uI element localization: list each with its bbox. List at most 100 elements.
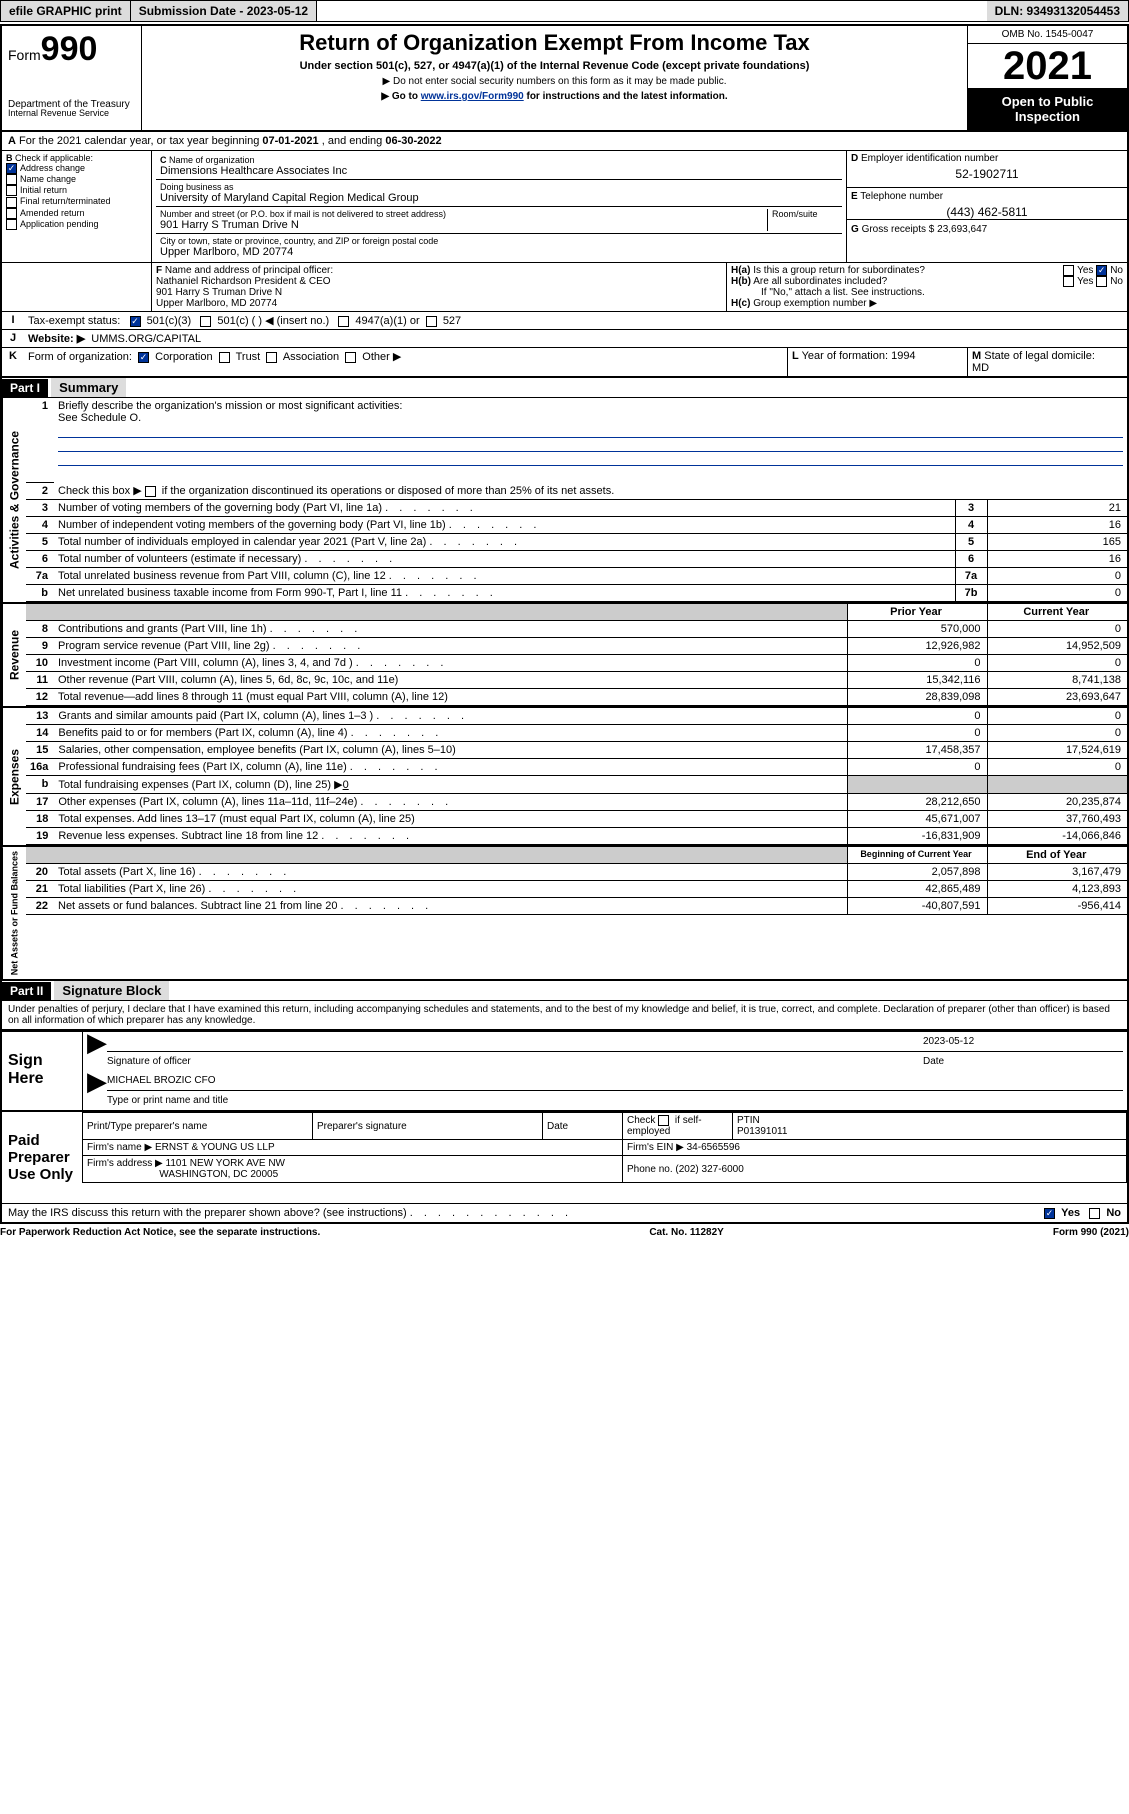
l16a-prior: 0 [847, 759, 987, 776]
irs-link[interactable]: www.irs.gov/Form990 [421, 91, 524, 102]
part-1-title: Summary [51, 378, 126, 397]
sign-here-label: Sign Here [2, 1032, 82, 1110]
l11-prior: 15,342,116 [847, 672, 987, 689]
phone-label: Telephone number [860, 191, 943, 202]
l10-curr: 0 [987, 655, 1127, 672]
dots: . . . . . . . [341, 900, 433, 912]
ptin-label: PTIN [737, 1115, 760, 1126]
state-domicile-label: State of legal domicile: [984, 350, 1095, 362]
l15-prior: 17,458,357 [847, 742, 987, 759]
part-2-header: Part II Signature Block [2, 981, 1127, 1001]
l7a-value: 0 [987, 568, 1127, 585]
dots: . . . . . . . [389, 570, 481, 582]
tax-exempt-label: Tax-exempt status: [28, 315, 120, 327]
l15-text: Salaries, other compensation, employee b… [58, 744, 455, 756]
chk-discuss-yes[interactable] [1044, 1208, 1055, 1219]
chk-amended[interactable] [6, 208, 17, 219]
l16a-text: Professional fundraising fees (Part IX, … [58, 761, 346, 773]
l16a-curr: 0 [987, 759, 1127, 776]
goto-suffix: for instructions and the latest informat… [524, 91, 728, 102]
open-public-inspection: Open to Public Inspection [968, 88, 1127, 130]
chk-527[interactable] [426, 316, 437, 327]
goto-prefix: ▶ Go to [381, 91, 420, 102]
goto-note: ▶ Go to www.irs.gov/Form990 for instruct… [148, 91, 961, 102]
l21-eoy: 4,123,893 [987, 881, 1127, 898]
org-name: Dimensions Healthcare Associates Inc [160, 165, 347, 177]
l3-text: Number of voting members of the governin… [58, 502, 382, 514]
section-c-name-address: C Name of organization Dimensions Health… [152, 151, 847, 262]
firm-phone-label: Phone no. [627, 1164, 673, 1175]
l9-text: Program service revenue (Part VIII, line… [58, 640, 270, 652]
l7a-text: Total unrelated business revenue from Pa… [58, 570, 386, 582]
chk-corp[interactable] [138, 352, 149, 363]
l2-prefix: Check this box ▶ [58, 485, 142, 497]
efile-topbar: efile GRAPHIC print Submission Date - 20… [0, 0, 1129, 22]
chk-assoc[interactable] [266, 352, 277, 363]
dba-name: University of Maryland Capital Region Me… [160, 192, 419, 204]
chk-application-pending[interactable] [6, 219, 17, 230]
l12-text: Total revenue—add lines 8 through 11 (mu… [58, 691, 448, 703]
paperwork-notice: For Paperwork Reduction Act Notice, see … [0, 1227, 320, 1238]
chk-hb-yes[interactable] [1063, 276, 1074, 287]
return-title: Return of Organization Exempt From Incom… [148, 30, 961, 56]
chk-discuss-no[interactable] [1089, 1208, 1100, 1219]
l14-curr: 0 [987, 725, 1127, 742]
a-text: For the 2021 calendar year, or tax year … [19, 135, 262, 147]
chk-final-return[interactable] [6, 197, 17, 208]
501c-label: 501(c) ( ) ◀ (insert no.) [217, 315, 329, 327]
4947-label: 4947(a)(1) or [355, 315, 419, 327]
chk-ha-yes[interactable] [1063, 265, 1074, 276]
ptin-value: P01391011 [737, 1126, 787, 1137]
l21-text: Total liabilities (Part X, line 26) [58, 883, 205, 895]
chk-ha-no[interactable] [1096, 265, 1107, 276]
gross-receipts-label: Gross receipts $ [862, 224, 935, 235]
chk-trust[interactable] [219, 352, 230, 363]
b-app-pending: Application pending [20, 219, 99, 229]
l3-value: 21 [987, 500, 1127, 517]
l4-text: Number of independent voting members of … [58, 519, 446, 531]
dots: . . . . . . . [376, 710, 468, 722]
l22-text: Net assets or fund balances. Subtract li… [58, 900, 337, 912]
preparer-sig-label: Preparer's signature [313, 1113, 543, 1140]
l17-curr: 20,235,874 [987, 794, 1127, 811]
dots: . . . . . . . [429, 536, 521, 548]
chk-hb-no[interactable] [1096, 276, 1107, 287]
addr-label: Number and street (or P.O. box if mail i… [160, 209, 446, 219]
l1-value: See Schedule O. [58, 412, 141, 424]
gross-receipts-value: 23,693,647 [937, 224, 987, 235]
a-end-date: 06-30-2022 [385, 135, 441, 147]
l10-text: Investment income (Part VIII, column (A)… [58, 657, 353, 669]
paid-preparer-label: Paid Preparer Use Only [2, 1112, 82, 1203]
room-suite-label: Room/suite [768, 209, 838, 231]
discuss-yes: Yes [1061, 1207, 1080, 1219]
corp-label: Corporation [155, 351, 212, 363]
trust-label: Trust [236, 351, 261, 363]
phone-value: (443) 462-5811 [851, 205, 1123, 219]
dln: DLN: 93493132054453 [987, 1, 1128, 21]
chk-501c[interactable] [200, 316, 211, 327]
chk-l2[interactable] [145, 486, 156, 497]
l19-curr: -14,066,846 [987, 828, 1127, 845]
chk-501c3[interactable] [130, 316, 141, 327]
l5-text: Total number of individuals employed in … [58, 536, 426, 548]
l16b-value: 0 [343, 779, 349, 791]
street-address: 901 Harry S Truman Drive N [160, 219, 299, 231]
officer-addr2: Upper Marlboro, MD 20774 [156, 298, 277, 309]
501c3-label: 501(c)(3) [147, 315, 192, 327]
cat-number: Cat. No. 11282Y [649, 1227, 723, 1238]
hb-note: If "No," attach a list. See instructions… [731, 287, 1123, 298]
chk-name-change[interactable] [6, 174, 17, 185]
firm-addr2: WASHINGTON, DC 20005 [159, 1169, 278, 1180]
chk-initial-return[interactable] [6, 185, 17, 196]
preparer-date-label: Date [543, 1113, 623, 1140]
sign-here-section: Sign Here ▶ 2023-05-12 Signature of offi… [2, 1030, 1127, 1110]
check-label: Check [627, 1115, 655, 1126]
chk-self-employed[interactable] [658, 1115, 669, 1126]
dots: . . . . . . . [356, 657, 448, 669]
dots: . . . . . . . [360, 796, 452, 808]
chk-4947[interactable] [338, 316, 349, 327]
chk-other[interactable] [345, 352, 356, 363]
firm-phone-value: (202) 327-6000 [675, 1164, 743, 1175]
chk-address-change[interactable] [6, 163, 17, 174]
dots: . . . . . . . [350, 761, 442, 773]
